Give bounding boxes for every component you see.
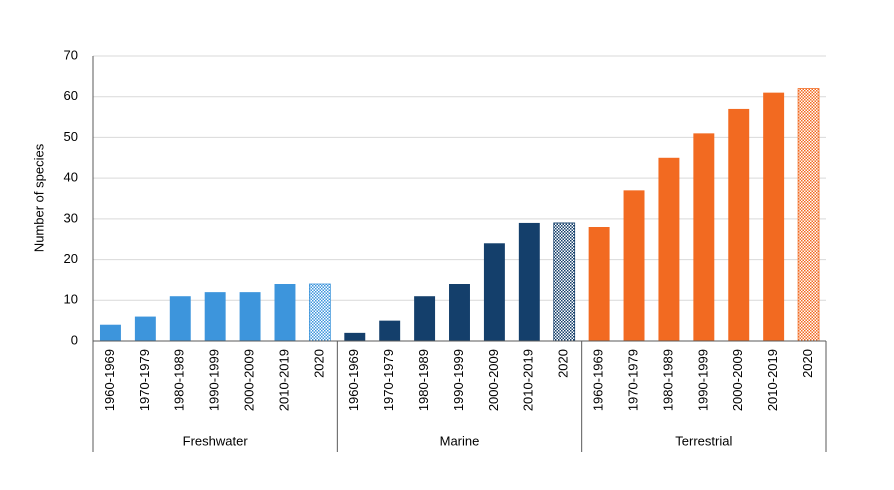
y-tick-label: 10 [64,292,78,307]
bar [414,296,436,341]
bar [274,284,296,341]
bar [134,316,156,341]
y-tick-label: 70 [64,47,78,62]
bar [658,157,680,341]
x-tick-label: 2020 [800,349,815,378]
y-tick-label: 20 [64,251,78,266]
x-tick-label: 1990-1999 [695,349,710,411]
x-tick-label: 1960-1969 [102,349,117,411]
x-tick-label: 2010-2019 [521,349,536,411]
y-tick-label: 0 [71,332,78,347]
y-tick-label: 40 [64,170,78,185]
bar [693,133,715,341]
bar [239,292,261,341]
x-tick-label: 1960-1969 [346,349,361,411]
x-tick-label: 1980-1989 [660,349,675,411]
x-tick-label: 1970-1979 [625,349,640,411]
x-tick-label: 2000-2009 [730,349,745,411]
x-tick-label: 2020 [556,349,571,378]
x-tick-label: 2010-2019 [276,349,291,411]
bar [483,243,505,341]
group-label: Marine [440,433,480,448]
x-tick-label: 1970-1979 [137,349,152,411]
bar [728,108,750,341]
bar [379,320,401,341]
x-tick-label: 2020 [311,349,326,378]
bar [797,88,820,342]
bar [204,292,226,341]
x-tick-label: 1980-1989 [416,349,431,411]
x-tick-label: 1970-1979 [381,349,396,411]
x-tick-label: 1990-1999 [207,349,222,411]
bar [169,296,191,341]
x-tick-label: 1990-1999 [451,349,466,411]
bar [309,283,331,342]
x-tick-label: 2000-2009 [242,349,257,411]
x-tick-label: 2010-2019 [765,349,780,411]
y-tick-label: 60 [64,88,78,103]
bar [99,324,121,341]
group-label: Freshwater [183,433,249,448]
bar [588,227,610,341]
bar [623,190,645,341]
y-axis-label: Number of species [31,143,46,252]
y-tick-label: 50 [64,129,78,144]
group-label: Terrestrial [675,433,732,448]
x-tick-label: 1980-1989 [172,349,187,411]
bar [518,222,540,341]
bar [344,332,366,341]
x-tick-label: 1960-1969 [591,349,606,411]
bar [553,222,576,342]
x-tick-label: 2000-2009 [486,349,501,411]
bar [449,284,470,341]
y-tick-label: 30 [64,210,78,225]
bar [763,92,785,342]
